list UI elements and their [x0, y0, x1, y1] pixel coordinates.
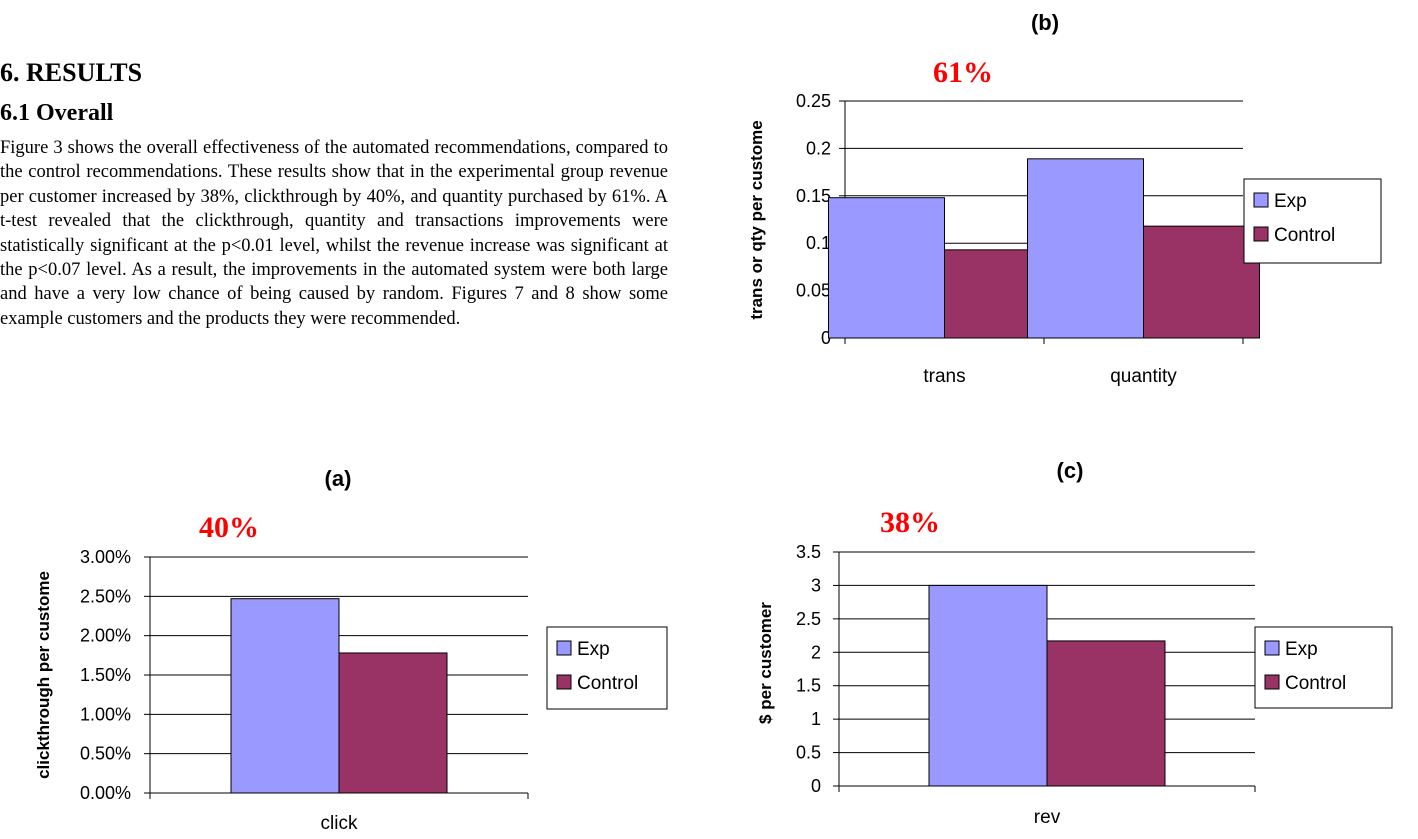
chart-b-legend-label: Exp	[1274, 191, 1307, 212]
chart-a-y-tick-label: 2.00%	[80, 626, 131, 646]
chart-c-y-tick-label: 3.5	[796, 542, 821, 562]
chart-a-y-tick-label: 0.00%	[80, 783, 131, 803]
chart-a-title: (a)	[325, 466, 352, 491]
chart-a-y-tick-label: 0.50%	[80, 744, 131, 764]
section-heading: 6. RESULTS	[0, 58, 143, 87]
chart-a-legend-label: Exp	[577, 639, 610, 660]
chart-c-y-tick-label: 2	[811, 642, 821, 662]
chart-a-legend-swatch-exp	[556, 640, 572, 656]
chart-b-y-axis-label: trans or qty per custome	[747, 120, 766, 319]
chart-c-y-tick-label: 2.5	[796, 609, 821, 629]
chart-b-legend-swatch-control	[1253, 226, 1269, 242]
chart-a-legend-swatch-control	[556, 674, 572, 690]
chart-c-legend-label: Control	[1285, 673, 1346, 694]
chart-b-y-tick-label: 0.1	[806, 233, 831, 253]
chart-b-y-tick-label: 0.2	[806, 138, 831, 158]
chart-c-y-tick-label: 3	[811, 575, 821, 595]
chart-c-legend	[1254, 626, 1393, 709]
chart-c-bar-exp-rev	[928, 584, 1048, 787]
chart-b-y-tick-label: 0.15	[796, 186, 831, 206]
chart-b-y-tick-label: 0	[821, 328, 831, 348]
chart-b-title: (b)	[1031, 10, 1059, 35]
chart-c-improvement-label: 38%	[880, 506, 940, 539]
chart-b-legend	[1243, 178, 1382, 264]
chart-c-y-tick-label: 1.5	[796, 676, 821, 696]
chart-a-y-axis-label: clickthrough per custome	[34, 571, 53, 779]
chart-c-y-tick-label: 1	[811, 709, 821, 729]
chart-c-bar-control-rev	[1046, 640, 1166, 787]
chart-b-category-label: trans	[923, 366, 965, 387]
chart-b-bar-control-quantity	[1143, 225, 1260, 339]
chart-c-legend-label: Exp	[1285, 639, 1318, 660]
chart-c-y-tick-label: 0	[811, 776, 821, 796]
chart-a-improvement-label: 40%	[199, 511, 259, 544]
chart-b-improvement-label: 61%	[933, 56, 993, 89]
chart-b-legend-label: Control	[1274, 225, 1335, 246]
chart-a-y-tick-label: 1.50%	[80, 665, 131, 685]
chart-b-y-tick-label: 0.05	[796, 281, 831, 301]
body-paragraph: Figure 3 shows the overall effectiveness…	[0, 138, 668, 329]
chart-a-y-tick-label: 3.00%	[80, 547, 131, 567]
chart-a-y-tick-label: 1.00%	[80, 704, 131, 724]
chart-a-y-tick-label: 2.50%	[80, 586, 131, 606]
subsection-heading: 6.1 Overall	[0, 100, 114, 126]
chart-c-legend-swatch-exp	[1264, 640, 1280, 656]
chart-b-bar-exp-quantity	[1027, 158, 1144, 339]
chart-c-legend-swatch-control	[1264, 674, 1280, 690]
chart-a-bar-control-click	[338, 652, 448, 794]
chart-a-category-label: click	[321, 813, 358, 834]
chart-b-y-tick-label: 0.25	[796, 91, 831, 111]
chart-c-category-label: rev	[1034, 807, 1061, 828]
chart-c-y-axis-label: $ per customer	[756, 602, 775, 724]
chart-c-title: (c)	[1057, 458, 1084, 483]
chart-c-y-tick-label: 0.5	[796, 743, 821, 763]
chart-b-legend-swatch-exp	[1253, 192, 1269, 208]
chart-b-bar-exp-trans	[828, 197, 945, 339]
chart-a-bar-exp-click	[230, 598, 340, 794]
chart-b-category-label: quantity	[1110, 366, 1177, 387]
chart-a-legend-label: Control	[577, 673, 638, 694]
